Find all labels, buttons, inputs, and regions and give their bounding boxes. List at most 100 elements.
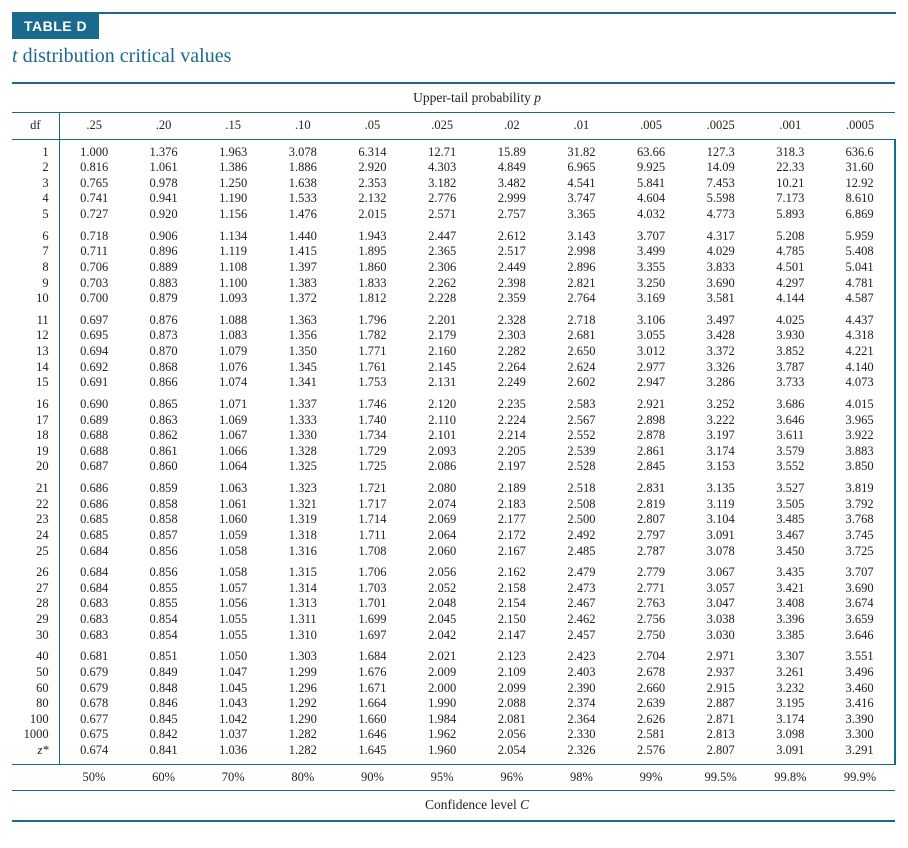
value-cell: 2.807 [686,743,756,764]
value-cell: 0.841 [129,743,199,764]
value-cell: 1.350 [268,344,338,360]
value-cell: 3.725 [825,544,895,563]
value-cell: 0.677 [59,712,129,728]
df-cell: 15 [12,375,59,394]
value-cell: 3.922 [825,428,895,444]
value-cell: 3.291 [825,743,895,764]
value-cell: 2.539 [547,444,617,460]
value-cell: 0.868 [129,360,199,376]
value-cell: 2.449 [477,260,547,276]
value-cell: 0.686 [59,497,129,513]
value-cell: 3.143 [547,226,617,245]
value-cell: 1.083 [198,328,268,344]
lower-caption: Confidence level C [59,791,895,821]
value-cell: 2.353 [338,176,408,192]
value-cell: 2.088 [477,696,547,712]
value-cell: 3.365 [547,207,617,226]
value-cell: 2.264 [477,360,547,376]
value-cell: 3.396 [756,612,826,628]
value-cell: 3.261 [756,665,826,681]
value-cell: 2.447 [407,226,477,245]
p-header: .20 [129,112,199,139]
value-cell: 5.208 [756,226,826,245]
value-cell: 1.064 [198,459,268,478]
value-cell: 2.457 [547,628,617,647]
value-cell: 6.869 [825,207,895,226]
value-cell: 4.297 [756,276,826,292]
df-cell: 12 [12,328,59,344]
value-cell: 15.89 [477,139,547,160]
value-cell: 1.962 [407,727,477,743]
table-row: 60.7180.9061.1341.4401.9432.4472.6123.14… [12,226,895,245]
value-cell: 3.195 [756,696,826,712]
value-cell: 3.482 [477,176,547,192]
value-cell: 4.501 [756,260,826,276]
value-cell: 2.896 [547,260,617,276]
column-header-row: df .25.20.15.10.05.025.02.01.005.0025.00… [12,112,895,139]
table-row: 50.7270.9201.1561.4762.0152.5712.7573.36… [12,207,895,226]
value-cell: 2.172 [477,528,547,544]
value-cell: 0.683 [59,596,129,612]
value-cell: 2.045 [407,612,477,628]
value-cell: 0.941 [129,191,199,207]
value-cell: 3.286 [686,375,756,394]
value-cell: 1.729 [338,444,408,460]
value-cell: 2.467 [547,596,617,612]
value-cell: 0.920 [129,207,199,226]
value-cell: 2.177 [477,512,547,528]
value-cell: 2.123 [477,646,547,665]
table-row: 210.6860.8591.0631.3231.7212.0802.1892.5… [12,478,895,497]
value-cell: 2.109 [477,665,547,681]
value-cell: 1.328 [268,444,338,460]
value-cell: 12.71 [407,139,477,160]
value-cell: 2.303 [477,328,547,344]
value-cell: 4.317 [686,226,756,245]
value-cell: 1.476 [268,207,338,226]
value-cell: 2.330 [547,727,617,743]
value-cell: 2.197 [477,459,547,478]
value-cell: 14.09 [686,160,756,176]
value-cell: 636.6 [825,139,895,160]
value-cell: 1.376 [129,139,199,160]
value-cell: 2.492 [547,528,617,544]
value-cell: 3.390 [825,712,895,728]
value-cell: 0.683 [59,628,129,647]
value-cell: 2.517 [477,244,547,260]
value-cell: 0.862 [129,428,199,444]
value-cell: 31.82 [547,139,617,160]
value-cell: 3.733 [756,375,826,394]
value-cell: 2.756 [616,612,686,628]
value-cell: 3.106 [616,310,686,329]
table-subtitle: t distribution critical values [12,45,896,68]
value-cell: 2.056 [407,562,477,581]
value-cell: 1.290 [268,712,338,728]
value-cell: 0.687 [59,459,129,478]
value-cell: 1.341 [268,375,338,394]
value-cell: 4.140 [825,360,895,376]
value-cell: 2.552 [547,428,617,444]
value-cell: 3.300 [825,727,895,743]
value-cell: 3.174 [756,712,826,728]
value-cell: 12.92 [825,176,895,192]
value-cell: 0.854 [129,612,199,628]
value-cell: 2.583 [547,394,617,413]
p-header: .02 [477,112,547,139]
value-cell: 2.977 [616,360,686,376]
value-cell: 2.624 [547,360,617,376]
value-cell: 3.707 [825,562,895,581]
value-cell: 0.683 [59,612,129,628]
value-cell: 1.782 [338,328,408,344]
df-cell: 17 [12,413,59,429]
table-row: 70.7110.8961.1191.4151.8952.3652.5172.99… [12,244,895,260]
value-cell: 3.119 [686,497,756,513]
value-cell: 0.681 [59,646,129,665]
value-cell: 1.037 [198,727,268,743]
table-row: 240.6850.8571.0591.3181.7112.0642.1722.4… [12,528,895,544]
value-cell: 0.873 [129,328,199,344]
value-cell: 1.321 [268,497,338,513]
value-cell: 3.850 [825,459,895,478]
value-cell: 2.779 [616,562,686,581]
value-cell: 0.883 [129,276,199,292]
value-cell: 1.734 [338,428,408,444]
value-cell: 4.781 [825,276,895,292]
